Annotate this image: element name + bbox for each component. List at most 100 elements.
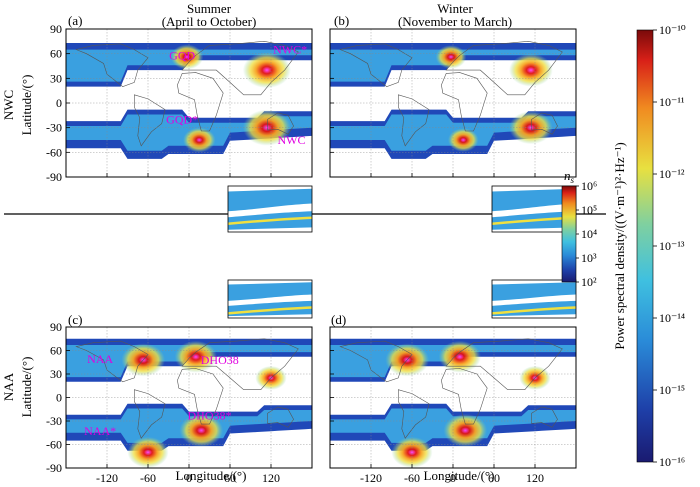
coastlines	[75, 40, 299, 147]
x-tick-label: 120	[262, 471, 280, 485]
coastline	[445, 40, 563, 96]
psd-tick-label: 10⁻¹⁵	[659, 383, 685, 397]
x-tick-label: 0	[450, 471, 456, 485]
row-nwc-name: NWC	[1, 90, 16, 120]
y-tick-label: 0	[56, 391, 62, 405]
tick-marks	[66, 28, 272, 178]
hotspot	[438, 340, 482, 373]
gridlines	[66, 327, 312, 468]
hotspot	[509, 111, 553, 145]
panel-nwc-winter	[329, 28, 577, 178]
count-tick-label: 10⁵	[581, 203, 597, 217]
coastline	[134, 94, 166, 147]
inset-band-north	[492, 282, 576, 301]
tick-marks	[330, 326, 536, 469]
coastlines	[75, 338, 299, 439]
gridlines	[330, 29, 576, 177]
panel-label-d: (d)	[331, 312, 346, 327]
psd-tick-label: 10⁻¹²	[659, 167, 685, 181]
y-tick-label: -60	[46, 145, 62, 159]
transmitter-label: DHO38*	[188, 408, 232, 422]
y-tick-label: -90	[46, 170, 62, 184]
coastlines	[339, 40, 563, 147]
transmitter-label: GQD*	[166, 113, 198, 127]
col-b-title: Winter	[437, 1, 473, 16]
coastline	[441, 368, 488, 425]
count-tick-label: 10⁶	[581, 179, 597, 193]
y-tick-label: -30	[46, 121, 62, 135]
y-tick-label: 0	[56, 96, 62, 110]
inset-naa-summer	[227, 279, 313, 319]
coastline	[267, 406, 294, 428]
psd-colorbar-label: Power spectral density/((V·m⁻¹)²·Hz⁻¹)	[612, 142, 627, 349]
panel-label-b: (b)	[334, 13, 349, 28]
count-colorbar-ticks: 10⁶ 10⁵ 10⁴ 10³ 10²	[576, 179, 597, 289]
inset-band-north	[228, 282, 312, 301]
x-tick-label: -60	[140, 471, 156, 485]
panel-label-a: (a)	[68, 13, 82, 28]
count-tick-label: 10²	[581, 275, 597, 289]
row-naa-name: NAA	[1, 372, 16, 401]
coastline	[181, 40, 299, 96]
coastline	[441, 72, 488, 132]
north-band-inner	[66, 49, 312, 82]
hotspot	[447, 128, 479, 152]
count-tick-label: 10⁴	[581, 227, 597, 241]
inset-frame	[491, 279, 577, 319]
transmitter-label: NAA*	[84, 424, 116, 438]
transmitter-label: DHO38	[201, 353, 239, 367]
coastline	[181, 338, 299, 390]
psd-tick-label: 10⁻¹⁶	[659, 455, 685, 469]
y-tick-label: -90	[46, 461, 62, 475]
psd-tick-label: 10⁻¹⁴	[659, 311, 685, 325]
coastline	[75, 340, 149, 383]
coastline	[177, 72, 224, 132]
y-tick-label: 90	[50, 320, 62, 334]
count-tick-label: 10³	[581, 251, 597, 265]
transmitter-label: GQD	[169, 48, 195, 62]
y-tick-label: 60	[50, 47, 62, 61]
psd-colorbar: 10⁻¹⁰ 10⁻¹¹ 10⁻¹² 10⁻¹³ 10⁻¹⁴ 10⁻¹⁵ 10⁻¹⁶ Powe…	[612, 23, 686, 469]
panel-nwc-summer: 90 60 30 0 -30 -60 -90 GQD NWC* GQD* NWC	[46, 22, 313, 184]
x-axis-label-left: Longitude/(°)	[176, 468, 247, 483]
x-tick-label: 0	[186, 471, 192, 485]
hotspot	[391, 436, 433, 468]
x-axis-label-right: Longitude/(°)	[424, 468, 495, 483]
psd-tick-label: 10⁻¹¹	[659, 95, 685, 109]
inset-edge-highlight	[492, 306, 576, 315]
inset-edge-highlight	[228, 216, 312, 225]
col-b-subtitle: (November to March)	[398, 14, 512, 29]
coastline	[339, 340, 413, 383]
row-nwc-ylabel: Latitude/(°)	[19, 75, 34, 136]
hotspot	[443, 413, 488, 447]
inset-bands	[492, 282, 576, 317]
count-colorbar: ns 10⁶ 10⁵ 10⁴ 10³ 10²	[561, 168, 597, 289]
y-tick-label: 60	[50, 344, 62, 358]
coastline	[531, 406, 558, 428]
tick-marks	[330, 28, 536, 178]
panel-label-c: (c)	[68, 312, 82, 327]
inset-bands	[228, 188, 312, 230]
inset-band-north	[228, 188, 312, 212]
count-colorbar-bar	[561, 185, 577, 283]
hotspot	[242, 109, 291, 146]
x-tick-label: -60	[404, 471, 420, 485]
hotspot	[435, 45, 467, 69]
x-tick-label: 60	[224, 471, 236, 485]
coastline	[531, 112, 558, 135]
hotspot	[179, 413, 224, 447]
hotspot	[242, 52, 291, 89]
inset-edge-highlight	[228, 306, 312, 315]
row-naa-ylabel: Latitude/(°)	[19, 357, 34, 418]
y-tick-label: 30	[50, 71, 62, 85]
coastline	[134, 389, 166, 439]
col-a-title: Summer	[187, 1, 232, 16]
hotspot	[174, 340, 218, 373]
coastline	[339, 43, 413, 87]
hotspots	[170, 44, 291, 153]
tick-marks	[66, 326, 272, 469]
north-band-inner	[330, 49, 576, 82]
hotspot	[127, 436, 169, 468]
gridlines	[66, 29, 312, 177]
psd-colorbar-ticks: 10⁻¹⁰ 10⁻¹¹ 10⁻¹² 10⁻¹³ 10⁻¹⁴ 10⁻¹⁵ 10⁻¹⁶	[653, 23, 686, 469]
